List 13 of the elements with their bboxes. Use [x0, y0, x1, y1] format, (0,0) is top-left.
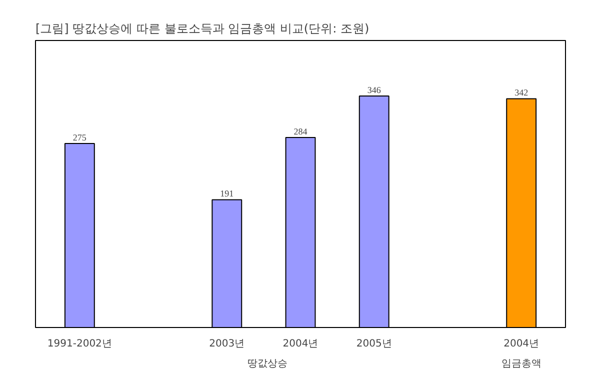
data-label: 342: [514, 88, 528, 98]
data-label: 346: [367, 85, 382, 96]
data-label: 284: [294, 126, 308, 137]
data-label: 275: [72, 132, 87, 143]
x-tick-label: 2005년: [356, 338, 392, 350]
x-tick-label: 2004년: [504, 338, 540, 350]
x-tick-label: 2004년: [282, 338, 318, 350]
x-tick-label: 2003년: [209, 338, 245, 350]
chart-title: [그림] 땅값상승에 따른 불로소득과 임금총액 비교(단위: 조원): [36, 22, 370, 36]
data-label: 191: [220, 188, 234, 199]
text: 임금총액: [501, 358, 542, 370]
text: 땅값상승: [247, 358, 288, 370]
x-tick-label: 1991-2002년: [47, 338, 112, 350]
